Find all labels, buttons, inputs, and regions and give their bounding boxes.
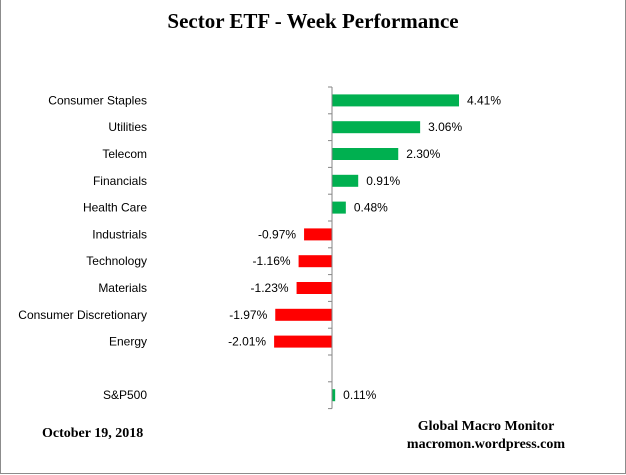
bar bbox=[274, 335, 332, 348]
bar bbox=[332, 201, 346, 214]
category-label: Materials bbox=[98, 281, 147, 295]
bar bbox=[296, 282, 332, 294]
data-label: -2.01% bbox=[228, 335, 266, 349]
bar bbox=[304, 228, 332, 241]
source-credit: Global Macro Monitor macromon.wordpress.… bbox=[381, 418, 591, 454]
category-label: Telecom bbox=[102, 147, 147, 161]
data-label: 3.06% bbox=[428, 120, 462, 134]
data-label: -0.97% bbox=[258, 227, 296, 241]
category-label: Consumer Discretionary bbox=[18, 308, 147, 322]
data-label: -1.97% bbox=[229, 308, 267, 322]
data-label: 0.48% bbox=[354, 201, 388, 215]
category-label: Technology bbox=[86, 254, 147, 268]
category-label: S&P500 bbox=[103, 388, 147, 402]
data-label: -1.23% bbox=[251, 281, 289, 295]
source-url: macromon.wordpress.com bbox=[406, 437, 566, 452]
bar bbox=[298, 255, 332, 268]
category-label: Utilities bbox=[108, 120, 147, 134]
category-label: Industrials bbox=[92, 227, 147, 241]
category-label: Energy bbox=[109, 335, 147, 349]
category-label: Health Care bbox=[83, 201, 147, 215]
data-label: 2.30% bbox=[406, 147, 440, 161]
bar bbox=[332, 94, 460, 107]
data-label: 0.91% bbox=[366, 174, 400, 188]
category-label: Consumer Staples bbox=[48, 93, 147, 107]
source-name: Global Macro Monitor bbox=[417, 419, 555, 434]
bar bbox=[332, 174, 359, 187]
chart-title: Sector ETF - Week Performance bbox=[167, 9, 459, 33]
data-label: 0.11% bbox=[343, 388, 376, 402]
category-label: Financials bbox=[93, 174, 147, 188]
bar bbox=[332, 121, 421, 134]
chart-date: October 19, 2018 bbox=[42, 426, 144, 441]
data-label: 4.41% bbox=[467, 93, 501, 107]
bar bbox=[332, 389, 336, 402]
bar bbox=[332, 148, 399, 160]
bar bbox=[275, 308, 332, 321]
data-label: -1.16% bbox=[253, 254, 291, 268]
